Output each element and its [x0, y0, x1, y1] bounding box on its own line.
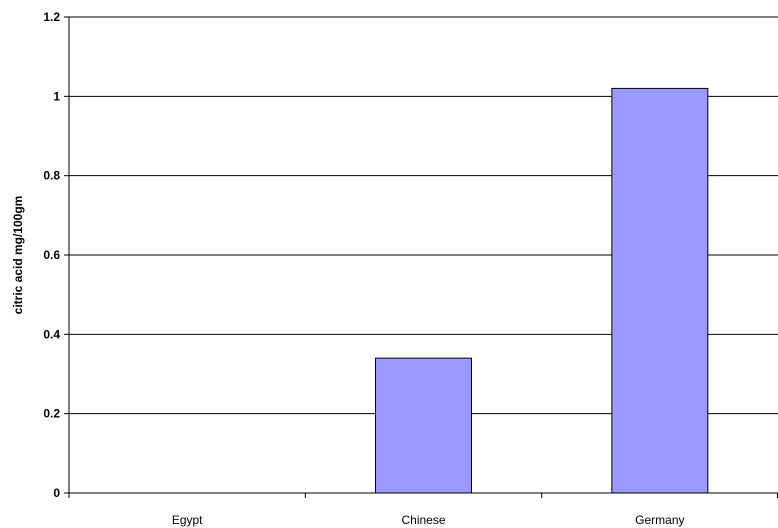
y-tick-labels: 0 0.2 0.4 0.6 0.8 1 1.2 — [43, 10, 60, 500]
y-tick-label: 0.2 — [43, 407, 60, 421]
x-tick-label: Chinese — [401, 513, 445, 527]
x-tick-label: Germany — [635, 513, 684, 527]
x-tick-labels: Egypt Chinese Germany — [172, 513, 685, 527]
y-tick-label: 1 — [53, 89, 60, 103]
y-tick-label: 0 — [53, 486, 60, 500]
bars — [375, 87, 709, 494]
y-tick-label: 0.4 — [43, 327, 60, 341]
y-tick-label: 0.6 — [43, 248, 60, 262]
bar-germany — [611, 87, 709, 494]
x-tick-label: Egypt — [172, 513, 203, 527]
bar-chinese — [375, 357, 472, 494]
y-tick-label: 1.2 — [43, 10, 60, 24]
y-tick-label: 0.8 — [43, 169, 60, 183]
axes — [64, 16, 778, 498]
y-axis-label: citric acid mg/100gm — [11, 196, 25, 315]
